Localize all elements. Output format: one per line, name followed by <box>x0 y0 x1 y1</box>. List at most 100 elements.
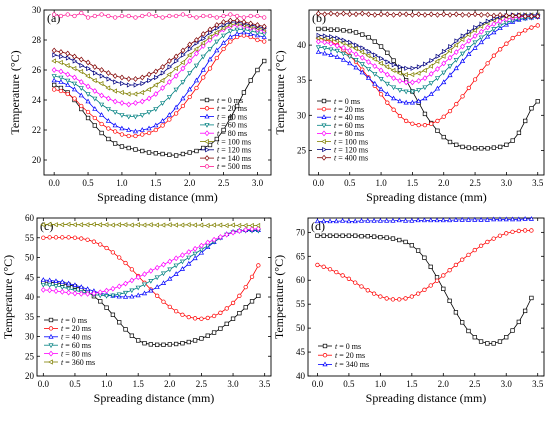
data-point <box>454 101 459 107</box>
data-point <box>397 98 403 104</box>
data-point <box>192 222 197 228</box>
data-point <box>58 88 64 94</box>
data-point <box>65 78 71 84</box>
data-point <box>194 50 199 57</box>
data-point <box>378 67 384 74</box>
x-tick-label: 1.5 <box>406 379 418 389</box>
data-point <box>167 267 173 273</box>
data-point <box>122 222 128 228</box>
series-line <box>54 23 265 95</box>
data-point <box>65 71 71 78</box>
panel-2: 0.0 0.5 1.0 1.5 2.0 2.5 3.0 3.5 20 25 30 35 40 45 50 55… <box>1 213 272 405</box>
data-point <box>201 145 206 151</box>
data-point <box>221 127 226 133</box>
data-point <box>391 107 396 112</box>
data-point <box>249 222 254 229</box>
data-point <box>315 38 321 45</box>
data-point <box>104 305 109 310</box>
data-point <box>422 85 428 91</box>
legend-label: t = 100 ms <box>217 137 251 146</box>
data-point <box>334 11 340 18</box>
data-point <box>142 271 147 277</box>
data-point <box>71 86 78 92</box>
data-point <box>360 45 366 51</box>
data-point <box>384 64 390 70</box>
data-point <box>460 43 465 50</box>
data-point <box>146 150 152 155</box>
data-point <box>224 306 229 311</box>
data-point <box>58 68 64 75</box>
legend-marker <box>48 333 54 339</box>
data-point <box>378 86 384 92</box>
data-point <box>146 71 152 78</box>
plot-frame <box>43 9 272 176</box>
data-point <box>415 248 421 253</box>
data-point <box>187 41 193 48</box>
series-1 <box>52 33 267 139</box>
data-point <box>248 78 253 83</box>
data-point <box>198 222 204 228</box>
data-point <box>79 103 84 109</box>
data-point <box>40 282 46 288</box>
data-point <box>139 98 145 105</box>
y-tick-label: 35 <box>25 312 35 322</box>
data-point <box>47 283 53 289</box>
data-point <box>166 222 172 228</box>
data-point <box>84 222 90 228</box>
data-point <box>256 293 261 298</box>
data-point <box>167 275 173 281</box>
data-point <box>428 217 434 223</box>
data-point <box>199 316 204 321</box>
data-point <box>198 242 204 249</box>
data-point <box>447 72 453 78</box>
data-point <box>529 25 534 30</box>
data-point <box>194 85 199 91</box>
data-point <box>453 49 459 56</box>
legend-marker <box>322 361 328 367</box>
data-point <box>341 45 346 51</box>
legend-label: t = 20 ms <box>335 351 365 360</box>
data-point <box>207 56 213 62</box>
x-tick-label: 1.0 <box>375 178 387 188</box>
data-point <box>365 217 371 223</box>
data-point <box>447 108 453 114</box>
x-tick-label: 1.5 <box>150 178 162 188</box>
data-point <box>221 13 226 19</box>
data-point <box>447 64 453 70</box>
data-point <box>354 42 359 48</box>
data-point <box>416 122 421 128</box>
data-point <box>160 280 167 285</box>
data-point <box>409 72 415 78</box>
data-point <box>396 217 402 223</box>
legend-label: t = 0 ms <box>61 316 87 325</box>
data-point <box>58 49 64 55</box>
data-point <box>237 293 242 298</box>
data-point <box>166 112 172 117</box>
data-point <box>123 260 128 266</box>
data-point <box>491 341 496 346</box>
y-tick-label: 50 <box>296 323 306 333</box>
y-tick-label: 70 <box>296 227 306 237</box>
data-point <box>359 284 364 289</box>
data-point <box>78 92 84 98</box>
series-3 <box>51 27 267 120</box>
data-point <box>322 11 328 18</box>
data-point <box>201 13 206 19</box>
data-point <box>403 99 409 105</box>
data-point <box>200 40 206 46</box>
data-point <box>329 34 334 40</box>
data-point <box>85 286 91 291</box>
data-point <box>51 58 56 64</box>
data-point <box>186 249 192 255</box>
data-point <box>410 121 415 126</box>
data-point <box>243 284 248 290</box>
data-point <box>409 12 415 18</box>
data-point <box>207 34 212 40</box>
data-point <box>126 101 132 108</box>
data-point <box>497 47 503 52</box>
data-point <box>353 233 358 238</box>
data-point <box>92 13 97 19</box>
data-point <box>478 39 484 45</box>
data-point <box>358 217 365 223</box>
data-point <box>262 58 267 64</box>
